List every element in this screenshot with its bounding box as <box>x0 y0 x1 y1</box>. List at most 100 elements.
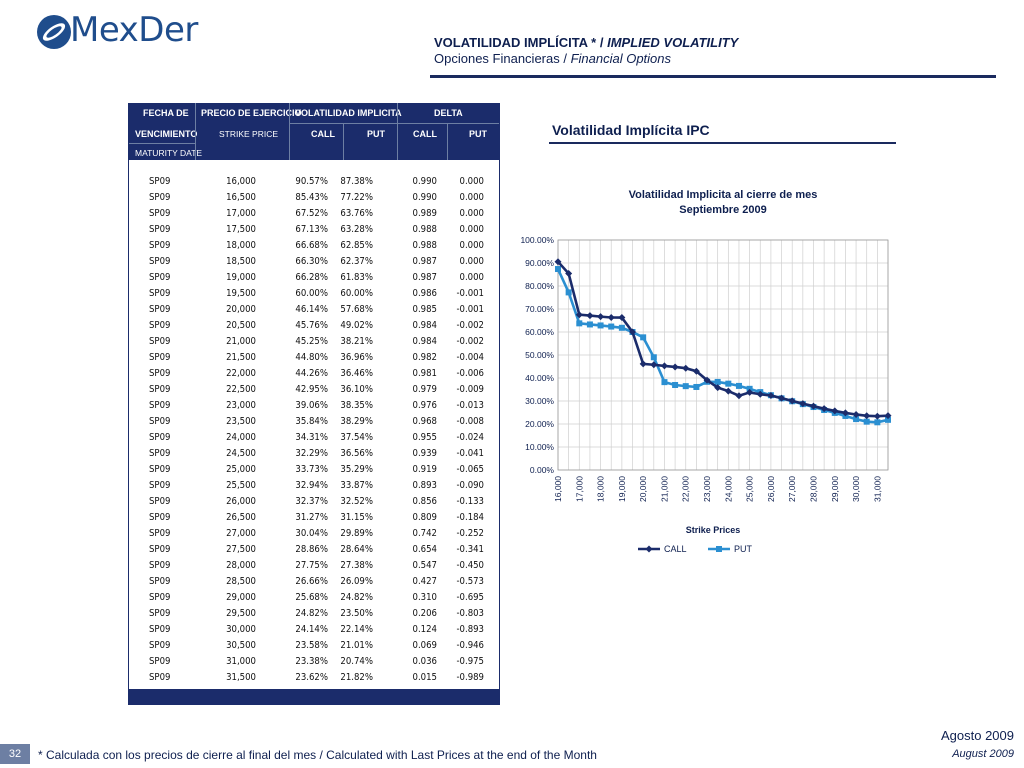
point-call <box>703 376 711 384</box>
maturity-cell: SP09 <box>149 656 171 667</box>
point-put <box>618 324 625 331</box>
delta-put-cell: 0.000 <box>459 240 484 251</box>
x-tick-label: 19,000 <box>617 476 627 502</box>
x-tick-label: 29,000 <box>830 476 840 502</box>
delta-put-cell: -0.975 <box>456 656 484 667</box>
point-call <box>809 402 817 410</box>
vol-put-cell: 62.85% <box>340 240 373 251</box>
delta-put-cell: -0.001 <box>456 288 484 299</box>
vol-call-cell: 66.30% <box>295 256 328 267</box>
vol-call-cell: 45.76% <box>295 320 328 331</box>
table-row: SP09 16,000 90.57% 87.38% 0.990 0.000 <box>129 175 499 191</box>
strike-cell: 20,000 <box>226 304 256 315</box>
delta-call-cell: 0.654 <box>412 544 437 555</box>
delta-put-cell: 0.000 <box>459 272 484 283</box>
delta-put-cell: 0.000 <box>459 176 484 187</box>
vol-call-cell: 34.31% <box>295 432 328 443</box>
page-number: 32 <box>0 744 30 764</box>
delta-put-cell: -0.009 <box>456 384 484 395</box>
point-put <box>640 334 647 341</box>
vol-put-cell: 27.38% <box>340 560 373 571</box>
table-row: SP09 19,500 60.00% 60.00% 0.986 -0.001 <box>129 287 499 303</box>
delta-put-cell: 0.000 <box>459 224 484 235</box>
point-call <box>692 367 700 375</box>
delta-call-cell: 0.939 <box>412 448 437 459</box>
vol-put-cell: 36.96% <box>340 352 373 363</box>
vol-put-cell: 60.00% <box>340 288 373 299</box>
vol-call-cell: 44.80% <box>295 352 328 363</box>
vol-call-cell: 23.38% <box>295 656 328 667</box>
delta-call-cell: 0.893 <box>412 480 437 491</box>
maturity-cell: SP09 <box>149 192 171 203</box>
volatility-chart: Volatilidad Implicita al cierre de mes Se… <box>520 189 892 554</box>
maturity-cell: SP09 <box>149 576 171 587</box>
vol-call-cell: 31.27% <box>295 512 328 523</box>
y-tick-label: 60.00% <box>525 327 554 337</box>
x-tick-label: 16,000 <box>553 476 563 502</box>
table-row: SP09 27,500 28.86% 28.64% 0.654 -0.341 <box>129 543 499 559</box>
y-tick-label: 20.00% <box>525 419 554 429</box>
delta-call-cell: 0.547 <box>412 560 437 571</box>
strike-cell: 22,000 <box>226 368 256 379</box>
maturity-cell: SP09 <box>149 544 171 555</box>
delta-call-cell: 0.427 <box>412 576 437 587</box>
header-volatilidad: VOLATILIDAD IMPLICITA <box>295 108 402 118</box>
delta-call-cell: 0.856 <box>412 496 437 507</box>
table-row: SP09 18,000 66.68% 62.85% 0.988 0.000 <box>129 239 499 255</box>
vol-call-cell: 90.57% <box>295 176 328 187</box>
vol-call-cell: 66.28% <box>295 272 328 283</box>
vol-put-cell: 28.64% <box>340 544 373 555</box>
strike-cell: 29,000 <box>226 592 256 603</box>
vol-call-cell: 28.86% <box>295 544 328 555</box>
delta-call-cell: 0.955 <box>412 432 437 443</box>
delta-put-cell: -0.024 <box>456 432 484 443</box>
table-row: SP09 22,000 44.26% 36.46% 0.981 -0.006 <box>129 367 499 383</box>
delta-call-cell: 0.982 <box>412 352 437 363</box>
table-row: SP09 31,000 23.38% 20.74% 0.036 -0.975 <box>129 655 499 671</box>
header-vol-call: CALL <box>311 129 335 139</box>
point-put <box>597 322 604 329</box>
strike-cell: 20,500 <box>226 320 256 331</box>
vol-call-cell: 33.73% <box>295 464 328 475</box>
point-call <box>660 362 668 370</box>
strike-cell: 25,000 <box>226 464 256 475</box>
vol-put-cell: 22.14% <box>340 624 373 635</box>
footer-date-en: August 2009 <box>952 748 1014 760</box>
point-call <box>746 388 754 396</box>
maturity-cell: SP09 <box>149 512 171 523</box>
point-put <box>586 321 593 328</box>
delta-put-cell: -0.004 <box>456 352 484 363</box>
strike-cell: 21,500 <box>226 352 256 363</box>
point-call <box>841 409 849 417</box>
maturity-cell: SP09 <box>149 272 171 283</box>
delta-call-cell: 0.069 <box>412 640 437 651</box>
point-call <box>554 258 562 266</box>
strike-cell: 27,500 <box>226 544 256 555</box>
vol-call-cell: 24.82% <box>295 608 328 619</box>
vol-put-cell: 36.46% <box>340 368 373 379</box>
vol-call-cell: 32.37% <box>295 496 328 507</box>
maturity-cell: SP09 <box>149 560 171 571</box>
maturity-cell: SP09 <box>149 320 171 331</box>
vol-put-cell: 21.01% <box>340 640 373 651</box>
delta-call-cell: 0.742 <box>412 528 437 539</box>
maturity-cell: SP09 <box>149 432 171 443</box>
vol-put-cell: 38.35% <box>340 400 373 411</box>
table-row: SP09 24,000 34.31% 37.54% 0.955 -0.024 <box>129 431 499 447</box>
delta-put-cell: -0.573 <box>456 576 484 587</box>
point-call <box>863 412 871 420</box>
table-row: SP09 20,000 46.14% 57.68% 0.985 -0.001 <box>129 303 499 319</box>
point-put <box>565 289 572 296</box>
maturity-cell: SP09 <box>149 224 171 235</box>
delta-call-cell: 0.987 <box>412 256 437 267</box>
point-call <box>618 314 626 322</box>
table-row: SP09 30,000 24.14% 22.14% 0.124 -0.893 <box>129 623 499 639</box>
vol-call-cell: 32.29% <box>295 448 328 459</box>
vol-put-cell: 36.56% <box>340 448 373 459</box>
page-subtitle: Opciones Financieras / Financial Options <box>434 51 672 66</box>
table-row: SP09 28,000 27.75% 27.38% 0.547 -0.450 <box>129 559 499 575</box>
vol-call-cell: 85.43% <box>295 192 328 203</box>
maturity-cell: SP09 <box>149 480 171 491</box>
table-row: SP09 27,000 30.04% 29.89% 0.742 -0.252 <box>129 527 499 543</box>
strike-cell: 30,500 <box>226 640 256 651</box>
